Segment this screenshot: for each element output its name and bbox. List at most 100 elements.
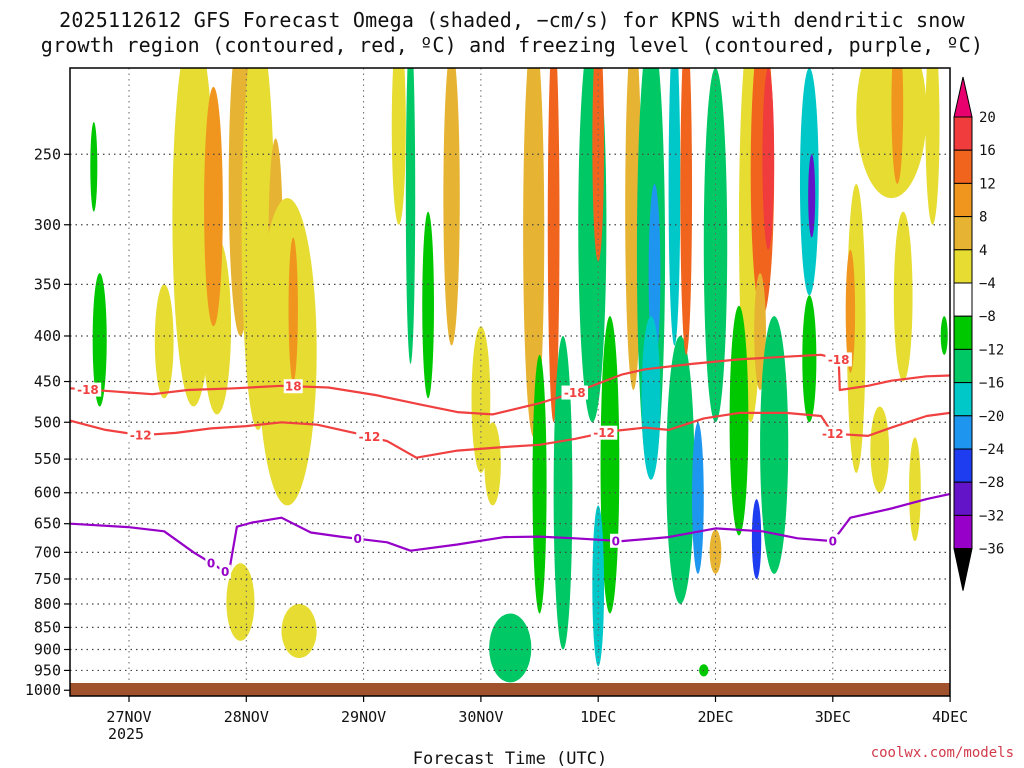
contour-label-bg bbox=[561, 385, 588, 400]
omega-blob bbox=[760, 316, 789, 574]
omega-blob bbox=[925, 68, 940, 225]
omega-blob bbox=[709, 529, 722, 574]
colorbar-label: −12 bbox=[979, 342, 1004, 358]
colorbar-label: −4 bbox=[979, 276, 996, 292]
x-tick-label: 1DEC bbox=[580, 708, 616, 726]
contour-label-bg bbox=[205, 556, 217, 571]
omega-blob bbox=[893, 211, 913, 382]
contour-label-bg bbox=[219, 564, 231, 579]
colorbar-swatch bbox=[953, 415, 973, 450]
colorbar-swatch bbox=[953, 249, 973, 284]
y-tick-label: 300 bbox=[34, 216, 61, 234]
colorbar-swatch bbox=[953, 348, 973, 384]
colorbar-swatch bbox=[953, 514, 973, 550]
y-tick-label: 800 bbox=[34, 595, 61, 613]
contour-label: -18 bbox=[77, 383, 99, 397]
y-tick-label: 450 bbox=[34, 373, 61, 391]
contour-label: -18 bbox=[564, 386, 586, 400]
contour-label: 18 bbox=[285, 380, 302, 394]
x-tick-label: 2DEC bbox=[697, 708, 733, 726]
omega-blob bbox=[762, 68, 775, 250]
omega-blob bbox=[668, 68, 681, 346]
colorbar-label: 8 bbox=[979, 210, 987, 226]
contour-label-bg bbox=[127, 428, 154, 443]
contour-label: 0 bbox=[829, 535, 837, 549]
colorbar-label: −20 bbox=[979, 409, 1004, 425]
omega-blob bbox=[802, 295, 817, 423]
contour-label-bg bbox=[610, 533, 622, 548]
y-tick-label: 500 bbox=[34, 413, 61, 431]
watermark: coolwx.com/models bbox=[870, 745, 1014, 761]
colorbar-swatch bbox=[953, 182, 973, 218]
omega-blob bbox=[405, 68, 416, 364]
omega-blob bbox=[940, 316, 948, 355]
omega-blob bbox=[226, 563, 255, 641]
x-tick-sublabel: 2025 bbox=[108, 725, 144, 743]
colorbar-label: −8 bbox=[979, 309, 996, 325]
omega-blob bbox=[422, 211, 434, 399]
omega-blob bbox=[592, 68, 605, 262]
y-tick-label: 350 bbox=[34, 275, 61, 293]
omega-blob bbox=[471, 326, 491, 473]
x-tick-label: 3DEC bbox=[815, 708, 851, 726]
omega-blob bbox=[870, 406, 890, 493]
contour-label-bg bbox=[351, 531, 364, 546]
y-tick-label: 900 bbox=[34, 641, 61, 659]
colorbar-bottom-arrow bbox=[953, 548, 973, 591]
omega-blob bbox=[909, 437, 921, 542]
contour-label: -12 bbox=[822, 427, 844, 441]
contour-label-bg bbox=[74, 382, 102, 397]
colorbar-label: −24 bbox=[979, 442, 1004, 458]
colorbar-label: −28 bbox=[979, 475, 1004, 491]
omega-blob bbox=[484, 422, 501, 506]
omega-blob bbox=[443, 68, 460, 346]
contour-label: -12 bbox=[593, 426, 615, 440]
colorbar-label: −16 bbox=[979, 376, 1004, 392]
colorbar-swatch bbox=[953, 481, 973, 516]
omega-blob bbox=[856, 68, 927, 199]
omega-blob bbox=[523, 68, 545, 438]
colorbar-label: 12 bbox=[979, 176, 996, 192]
omega-blob bbox=[666, 335, 695, 604]
omega-blob bbox=[281, 603, 317, 659]
contour-label-bg bbox=[825, 352, 852, 367]
chart-title-line1: 2025112612 GFS Forecast Omega (shaded, −… bbox=[59, 8, 965, 32]
omega-blob bbox=[391, 68, 406, 225]
ground-surface bbox=[70, 683, 950, 696]
y-tick-label: 850 bbox=[34, 618, 61, 636]
y-tick-label: 950 bbox=[34, 661, 61, 679]
omega-blob bbox=[754, 273, 766, 391]
y-tick-label: 650 bbox=[34, 515, 61, 533]
contour-label: 0 bbox=[221, 565, 229, 579]
y-tick-label: 600 bbox=[34, 484, 61, 502]
omega-blob bbox=[92, 273, 107, 407]
contour-label: -12 bbox=[130, 429, 152, 443]
omega-blob bbox=[845, 249, 856, 373]
contour-label-bg bbox=[356, 429, 383, 444]
omega-blob bbox=[258, 198, 317, 506]
x-axis-title: Forecast Time (UTC) bbox=[413, 749, 607, 768]
omega-blob bbox=[90, 122, 98, 212]
x-tick-label: 28NOV bbox=[224, 708, 269, 726]
y-tick-label: 1000 bbox=[25, 681, 61, 699]
colorbar-swatch bbox=[953, 116, 973, 151]
omega-blob bbox=[751, 499, 762, 580]
omega-blob bbox=[489, 613, 532, 683]
colorbar-label: 16 bbox=[979, 143, 996, 159]
x-tick-label: 30NOV bbox=[458, 708, 503, 726]
omega-blob bbox=[692, 422, 704, 574]
colorbar-swatch bbox=[953, 448, 973, 483]
contour-label-bg bbox=[283, 379, 303, 394]
omega-blob bbox=[680, 68, 693, 355]
x-tick-label: 27NOV bbox=[106, 708, 151, 726]
colorbar-top-arrow bbox=[953, 76, 973, 118]
omega-blob bbox=[553, 335, 573, 650]
contour-label: 0 bbox=[207, 557, 215, 571]
omega-blob bbox=[808, 154, 816, 238]
contour-label-bg bbox=[827, 534, 839, 549]
colorbar-swatch bbox=[953, 216, 973, 251]
omega-blob bbox=[288, 237, 298, 382]
